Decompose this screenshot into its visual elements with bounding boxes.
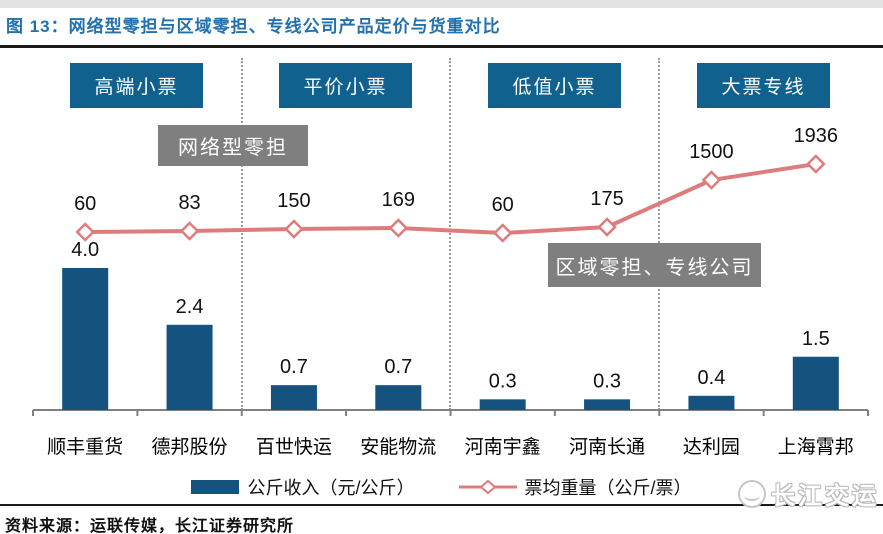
bar-value-label: 0.3 [489,370,517,392]
line-value-label: 169 [382,189,415,211]
x-axis-label: 河南宇鑫 [465,436,541,458]
chart-legend: 公斤收入（元/公斤） 票均重量（公斤/票） [0,474,883,500]
bar [479,399,526,410]
top-border-strip [0,0,883,8]
legend-item-bar: 公斤收入（元/公斤） [191,474,415,500]
x-axis-label: 河南长通 [569,436,645,458]
legend-item-line: 票均重量（公斤/票） [458,474,692,500]
line-marker [597,217,617,237]
line-value-label: 60 [74,193,96,215]
line-swatch-icon [458,479,517,495]
annotation-network-ltl: 网络型零担 [158,125,308,166]
footer-divider [0,504,883,506]
group-label-low-value-small-ticket: 低值小票 [488,63,621,108]
legend-label-bar: 公斤收入（元/公斤） [247,478,415,498]
bar-value-label: 0.7 [384,356,412,378]
line-marker [388,218,409,238]
annotation-regional-ltl: 区域零担、专线公司 [548,243,761,287]
weight-line [85,162,817,236]
x-axis-label: 德邦股份 [152,436,228,458]
bar [688,395,735,410]
line-value-label: 1936 [794,125,839,147]
group-label-value-small-ticket: 平价小票 [279,63,412,108]
bar [166,324,213,410]
line-value-label: 150 [277,190,310,212]
source-note: 资料来源：运联传媒，长江证券研究所 [5,518,295,534]
line-marker [806,154,826,174]
bar-value-label: 2.4 [176,296,204,318]
group-label-big-ticket-line: 大票专线 [697,63,830,108]
x-axis-label: 上海霄邦 [778,436,854,458]
line-marker [179,221,200,241]
line-marker [492,223,513,243]
line-marker [75,222,95,242]
bar [270,385,317,410]
brand-name: 长江交运 [771,483,879,510]
group-separator-1 [241,58,243,410]
bar-value-label: 0.3 [593,370,621,392]
bar [62,268,109,410]
line-value-label: 175 [590,188,623,210]
line-value-label: 1500 [689,141,734,163]
group-label-premium-small-ticket: 高端小票 [70,63,203,108]
x-axis-label: 百世快运 [256,436,332,458]
bar [584,399,631,410]
x-axis-label: 达利园 [683,436,740,458]
figure-title: 图 13：网络型零担与区域零担、专线公司产品定价与货重对比 [6,17,501,36]
line-marker [701,170,722,190]
x-axis-label: 顺丰重货 [47,436,123,458]
bar [375,385,422,410]
bar-value-label: 0.7 [280,356,308,378]
group-separator-3 [658,58,660,410]
brand-logo-icon [738,479,766,508]
bar-value-label: 4.0 [71,239,99,261]
bar-value-label: 1.5 [802,328,830,350]
group-separator-2 [449,58,451,410]
bar-value-label: 0.4 [698,367,726,389]
line-value-label: 83 [178,192,200,214]
line-marker [284,219,304,239]
bar-swatch-icon [191,480,240,494]
line-value-label: 60 [492,194,514,216]
brand-watermark: 长江交运 [738,476,879,511]
bar [792,356,839,410]
title-divider [0,45,883,48]
x-axis-label: 安能物流 [360,436,436,458]
legend-label-line: 票均重量（公斤/票） [524,478,692,498]
